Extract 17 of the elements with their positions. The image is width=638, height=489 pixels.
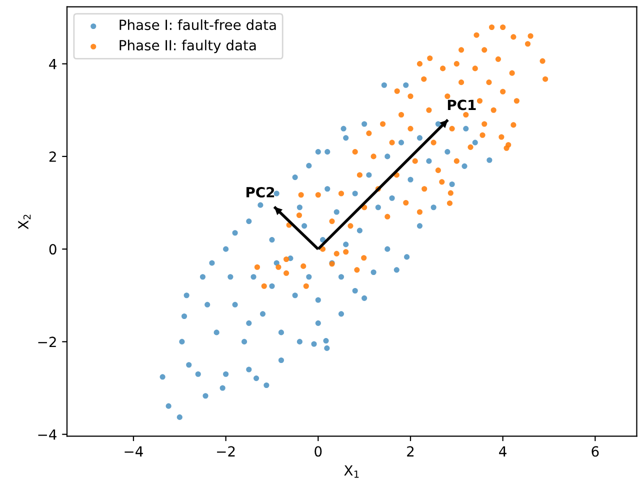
x-tick-label: −4 xyxy=(124,446,143,456)
y-axis-title: X$_{2}$ xyxy=(18,214,31,230)
legend-label: Phase II: faulty data xyxy=(120,40,256,54)
y-tick-label: 2 xyxy=(49,151,56,162)
x-tick-label: 4 xyxy=(499,446,506,456)
x-tick-label: 6 xyxy=(592,446,599,457)
y-tick-label: 0 xyxy=(49,244,56,255)
x-tick-label: 2 xyxy=(407,446,414,456)
series-label: PC2 xyxy=(246,187,274,198)
legend-label: Phase I: fault-free data xyxy=(120,19,276,30)
x-tick-label: 0 xyxy=(314,446,322,457)
y-tick-label: −2 xyxy=(38,336,56,347)
x-axis-title: X$_{1}$ xyxy=(344,465,359,478)
y-tick-label: −4 xyxy=(38,429,56,440)
y-tick-label: 4 xyxy=(49,58,56,70)
series-label: PC1 xyxy=(448,100,476,110)
x-tick-label: −2 xyxy=(217,446,235,456)
